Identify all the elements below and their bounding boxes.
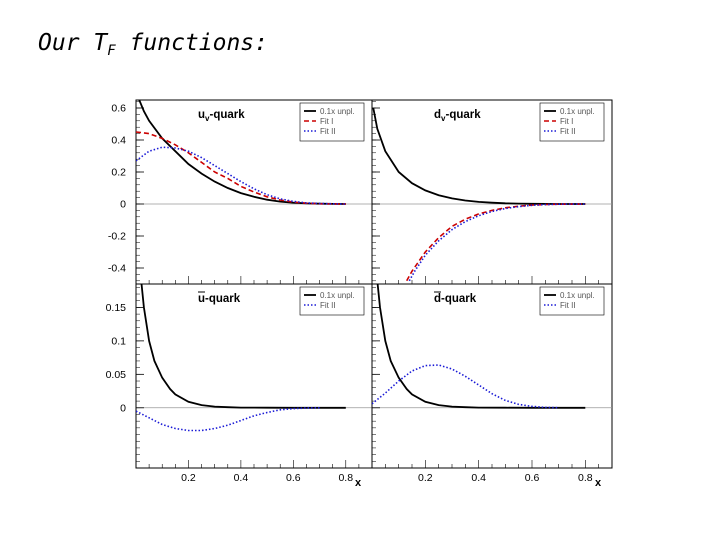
x-tick-label: 0.6 <box>286 472 301 484</box>
x-axis-label: x <box>595 477 602 489</box>
legend-label: 0.1x unpl. <box>320 107 355 116</box>
legend-label: Fit I <box>560 117 573 126</box>
y-tick-label: 0 <box>120 199 126 211</box>
x-axis-label: x <box>355 477 362 489</box>
series-line-fit-ii <box>372 364 559 409</box>
legend-box <box>299 102 365 142</box>
legend-label: Fit II <box>560 127 576 136</box>
panel-uv: -0.4-0.200.20.40.6uv-quark 0.1x unpl.Fit … <box>108 100 372 285</box>
legend-label: 0.1x unpl. <box>560 291 595 300</box>
x-tick-label: 0.4 <box>471 472 486 484</box>
legend-label: Fit I <box>320 117 333 126</box>
legend-label: 0.1x unpl. <box>560 107 595 116</box>
series-line-fit-ii <box>136 407 320 432</box>
legend: 0.1x unpl.Fit II <box>539 286 605 316</box>
series-line-0-1x-unpl- <box>140 284 346 409</box>
legend-label: 0.1x unpl. <box>320 291 355 300</box>
y-tick-label: 0.2 <box>111 167 126 179</box>
panel-title: uv-quark <box>198 109 245 123</box>
legend-label: Fit II <box>560 301 576 310</box>
series-line-fit-i <box>136 131 346 205</box>
y-tick-label: 0.6 <box>111 103 126 115</box>
slide-title-tail: functions: <box>115 30 269 56</box>
x-tick-label: 0.2 <box>418 472 433 484</box>
panel-title: dv-quark <box>434 109 481 123</box>
legend-box <box>299 286 365 316</box>
x-tick-label: 0.8 <box>578 472 593 484</box>
legend-label: Fit II <box>320 127 336 136</box>
slide-title: Our TF functions: <box>38 30 268 59</box>
legend-box <box>539 286 605 316</box>
x-tick-label: 0.4 <box>234 472 249 484</box>
x-tick-label: 0.8 <box>338 472 353 484</box>
slide-title-subscript: F <box>107 43 116 59</box>
y-tick-label: 0 <box>120 402 126 414</box>
x-tick-label: 0.2 <box>181 472 196 484</box>
x-tick-label: 0.6 <box>525 472 540 484</box>
panel-ubar: 0 0.05 0.1 0.15 0.2 0.4 0.6 0.8 x u-quark 0.1x unp… <box>106 284 372 489</box>
y-tick-label: -0.4 <box>108 263 126 275</box>
panel-title: d-quark <box>434 293 477 305</box>
series-line-fit-ii <box>136 146 346 205</box>
y-tick-label: 0.4 <box>111 135 126 147</box>
panel-dbar: 0.2 0.4 0.6 0.8 x d-quark 0.1x unpl.Fit II <box>371 284 612 489</box>
panel-title: u-quark <box>198 293 241 305</box>
series-line-fit-ii <box>408 203 586 282</box>
y-tick-label: 0.1 <box>111 335 126 347</box>
slide-title-main: Our T <box>38 30 108 56</box>
series-line-fit-i <box>405 203 586 282</box>
y-tick-label: 0.05 <box>106 369 127 381</box>
y-tick-label: -0.2 <box>108 231 126 243</box>
tf-functions-figure: -0.4-0.200.20.40.6uv-quark 0.1x unpl.Fit … <box>106 99 613 489</box>
series-line-0-1x-unpl- <box>376 284 586 409</box>
legend-label: Fit II <box>320 301 336 310</box>
legend-box <box>539 102 605 142</box>
legend: 0.1x unpl.Fit II <box>299 286 365 316</box>
y-tick-label: 0.15 <box>106 302 127 314</box>
